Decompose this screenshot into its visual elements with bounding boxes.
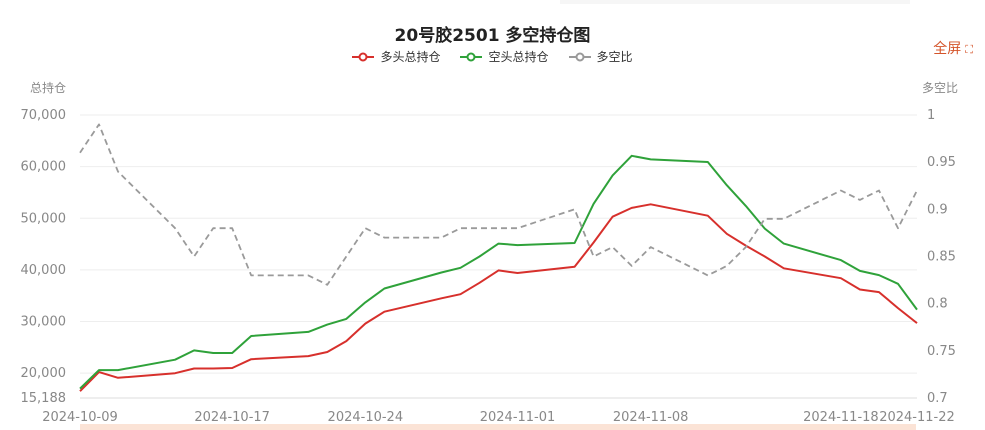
top-strip xyxy=(560,0,910,4)
chart-title: 20号胶2501 多空持仓图 xyxy=(394,26,591,46)
series-line-1 xyxy=(79,154,918,390)
y-left-axis-label: 总持仓 xyxy=(30,81,67,95)
y-left-tick-label: 60,000 xyxy=(21,160,67,175)
y-right-tick-label: 0.95 xyxy=(927,155,956,170)
y-right-tick-label: 0.75 xyxy=(927,344,956,359)
y-right-axis-label: 多空比 xyxy=(922,81,959,95)
y-right-tick-label: 0.85 xyxy=(927,250,956,265)
expand-icon: ⛶ xyxy=(965,43,973,56)
x-tick-label: 2024-11-18 xyxy=(803,410,879,425)
y-left-tick-label: 50,000 xyxy=(21,211,67,226)
legend-swatch-short xyxy=(460,52,483,61)
y-right-tick-label: 0.7 xyxy=(927,391,948,406)
fullscreen-label: 全屏 xyxy=(933,41,962,57)
series-line-2 xyxy=(79,123,918,286)
y-left-tick-label: 70,000 xyxy=(21,108,67,123)
chart-legend: 多头总持仓 空头总持仓 多空比 xyxy=(0,48,985,65)
legend-item-short[interactable]: 空头总持仓 xyxy=(460,48,549,65)
legend-swatch-long xyxy=(352,52,375,61)
y-right-tick-label: 0.9 xyxy=(927,202,948,217)
y-left-tick-label: 20,000 xyxy=(21,366,67,381)
legend-item-long[interactable]: 多头总持仓 xyxy=(352,48,440,65)
legend-label-ratio: 多空比 xyxy=(596,50,633,64)
x-tick-label: 2024-10-24 xyxy=(328,410,404,425)
legend-item-ratio[interactable]: 多空比 xyxy=(568,48,633,65)
x-tick-label: 2024-11-01 xyxy=(480,410,556,425)
x-tick-label: 2024-10-09 xyxy=(42,410,118,425)
y-left-tick-label: 15,188 xyxy=(21,391,67,406)
y-left-tick-label: 30,000 xyxy=(21,315,67,330)
series-line-0 xyxy=(79,203,918,392)
y-right-tick-label: 0.8 xyxy=(927,297,948,312)
legend-swatch-ratio xyxy=(568,52,591,61)
legend-label-long: 多头总持仓 xyxy=(380,50,441,64)
y-left-tick-label: 40,000 xyxy=(21,263,67,278)
x-tick-label: 2024-11-08 xyxy=(613,410,689,425)
x-tick-label: 2024-11-22 xyxy=(879,410,955,425)
y-right-tick-label: 1 xyxy=(927,108,935,123)
fullscreen-button[interactable]: 全屏 ⛶ xyxy=(933,38,973,58)
legend-label-short: 空头总持仓 xyxy=(488,50,549,64)
bottom-strip xyxy=(80,424,916,430)
x-tick-label: 2024-10-17 xyxy=(194,410,270,425)
